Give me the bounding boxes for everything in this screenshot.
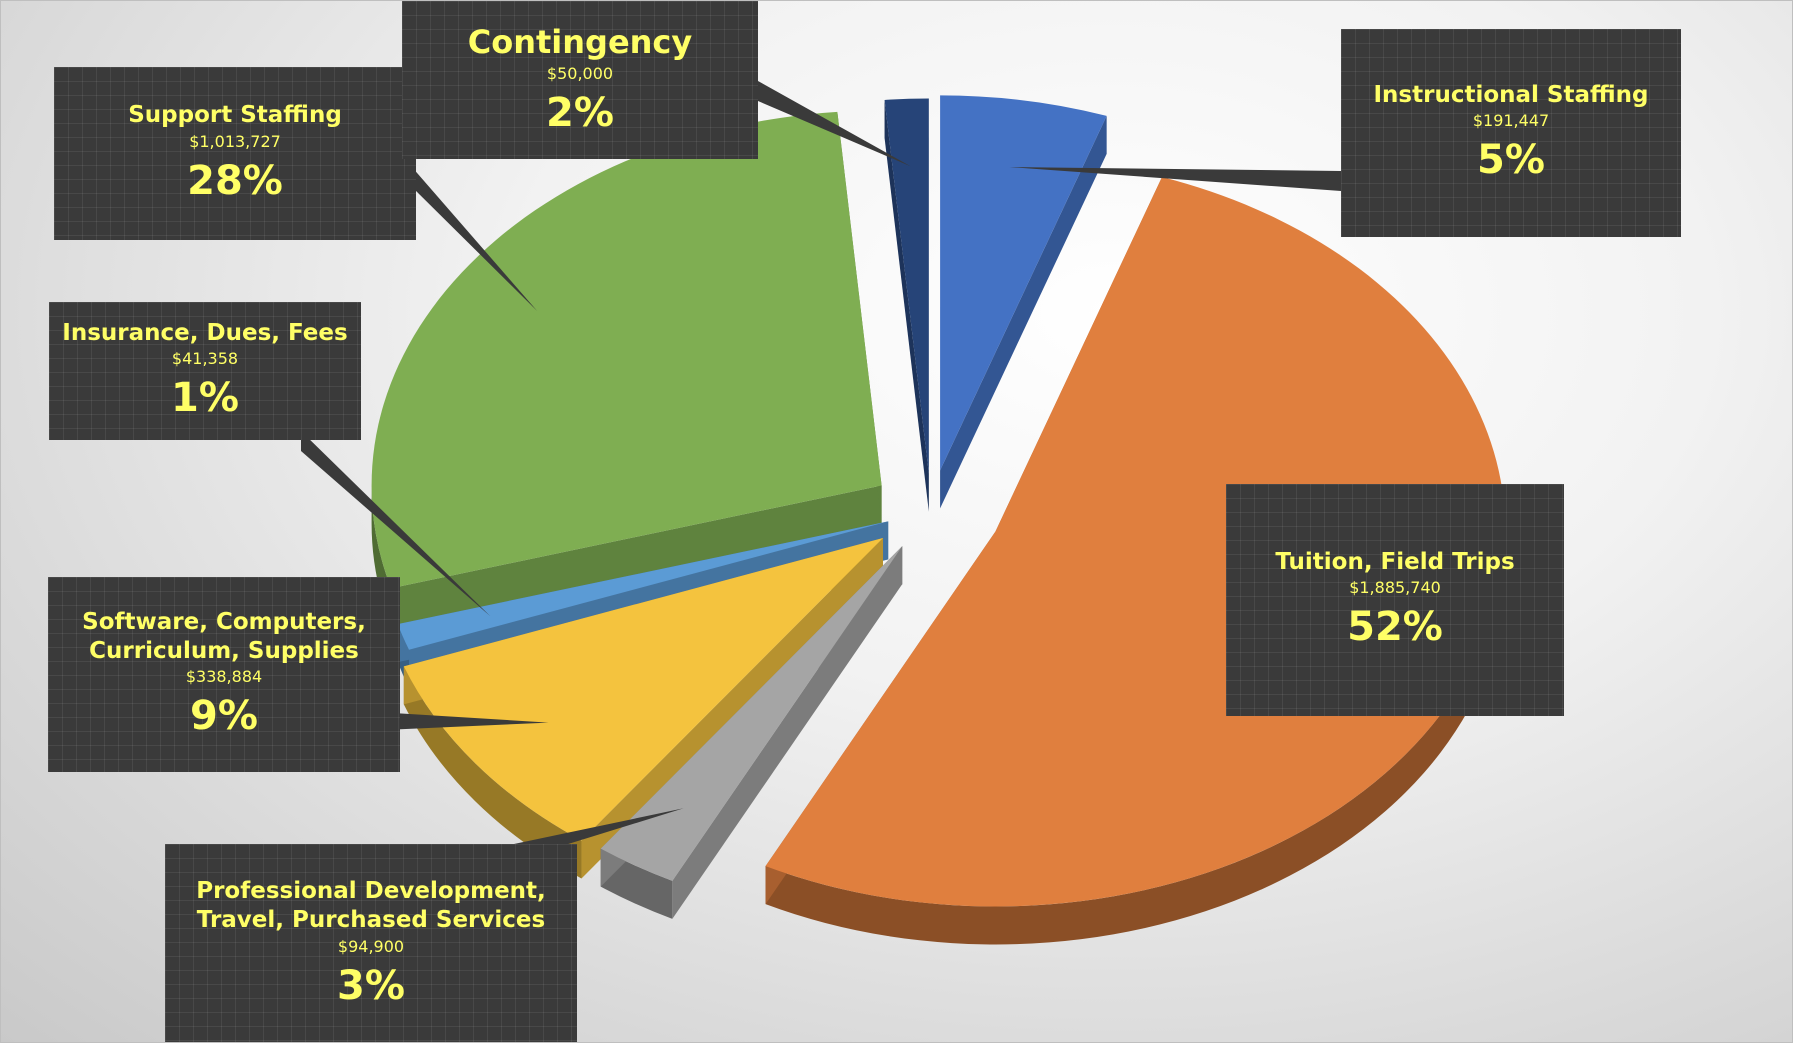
- leader-line: [758, 81, 911, 167]
- slice-percent: 3%: [337, 962, 405, 1009]
- pie-slice-insurance-dues-fees: [397, 521, 889, 650]
- slice-percent: 28%: [187, 157, 283, 204]
- leader-line: [481, 808, 684, 871]
- callout-professional-development: Professional Development, Travel, Purcha…: [165, 844, 577, 1042]
- slice-percent: 5%: [1477, 137, 1545, 184]
- slice-label: Software, Computers, Curriculum, Supplie…: [82, 608, 366, 664]
- leader-line: [361, 711, 549, 731]
- slice-amount: $191,447: [1472, 111, 1550, 131]
- slice-amount: $1,885,740: [1349, 578, 1441, 598]
- pie-slice-professional-development-travel-purchased-services: [600, 546, 903, 881]
- slice-label: Support Staffing: [128, 102, 342, 129]
- callout-instructional-staffing: Instructional Staffing $191,447 5%: [1341, 29, 1681, 237]
- pie-slice-support-staffing: [371, 111, 882, 589]
- callout-tuition-field-trips: Tuition, Field Trips $1,885,740 52%: [1226, 484, 1564, 716]
- callout-software-computers: Software, Computers, Curriculum, Supplie…: [48, 577, 400, 772]
- slice-amount: $338,884: [185, 667, 263, 687]
- pie-slice-instructional-staffing: [940, 95, 1107, 471]
- pie-slice-software-computers-curriculum-supplies: [403, 538, 884, 841]
- slice-rim-side: [403, 666, 582, 879]
- slice-amount: $94,900: [337, 936, 405, 956]
- slice-label: Contingency: [467, 23, 693, 61]
- slice-amount: $50,000: [546, 64, 614, 83]
- slice-label: Instructional Staffing: [1373, 81, 1649, 108]
- slice-percent: 1%: [171, 375, 239, 422]
- pie-tops: [371, 95, 1506, 907]
- callout-contingency: Contingency $50,000 2%: [402, 1, 758, 159]
- pie-slice-contingency: [884, 98, 929, 474]
- pie-slice-tuition-field-trips: [765, 177, 1506, 907]
- leader-line: [411, 166, 538, 312]
- slice-rim-side: [765, 531, 1506, 945]
- slice-amount: $1,013,727: [189, 131, 281, 151]
- leader-line: [301, 431, 491, 617]
- slice-label: Professional Development, Travel, Purcha…: [196, 878, 546, 933]
- slice-wall-side: [940, 115, 1107, 509]
- callout-insurance-dues-fees: Insurance, Dues, Fees $41,358 1%: [49, 302, 361, 440]
- slice-percent: 2%: [546, 90, 614, 136]
- slice-label: Insurance, Dues, Fees: [62, 319, 348, 346]
- leader-line: [1009, 167, 1341, 191]
- slice-amount: $41,358: [171, 349, 239, 369]
- slice-percent: 9%: [190, 693, 258, 740]
- slice-percent: 52%: [1347, 604, 1443, 651]
- callout-support-staffing: Support Staffing $1,013,727 28%: [54, 67, 416, 240]
- slice-wall-side: [397, 521, 889, 663]
- slice-wall-side: [391, 485, 882, 627]
- slice-label: Tuition, Field Trips: [1275, 548, 1515, 575]
- slice-wall-side: [884, 99, 929, 512]
